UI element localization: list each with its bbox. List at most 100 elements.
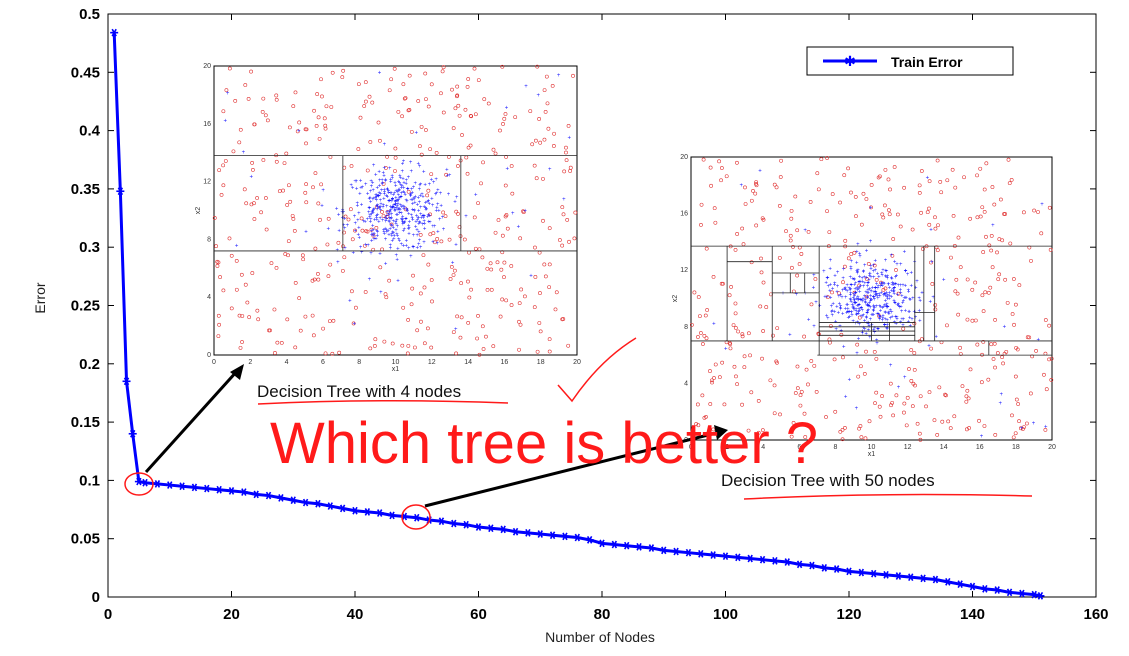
svg-text:+: +	[839, 293, 843, 299]
svg-text:+: +	[895, 273, 899, 279]
svg-text:+: +	[860, 308, 864, 314]
inset-y-tick-label: 8	[207, 236, 211, 243]
svg-text:+: +	[375, 229, 379, 235]
svg-text:+: +	[908, 297, 912, 303]
svg-text:+: +	[920, 291, 924, 297]
svg-text:+: +	[377, 194, 381, 200]
y-tick-label: 0.05	[71, 531, 100, 548]
svg-text:+: +	[390, 198, 394, 204]
svg-text:+: +	[841, 288, 845, 294]
svg-text:+: +	[389, 216, 393, 222]
inset-x-tick-label: 18	[1012, 444, 1020, 451]
data-point	[573, 533, 582, 542]
svg-text:+: +	[884, 294, 888, 300]
svg-text:+: +	[827, 284, 831, 290]
inset-x-tick-label: 16	[976, 444, 984, 451]
svg-text:+: +	[865, 314, 869, 320]
svg-text:+: +	[422, 213, 426, 219]
data-point	[264, 491, 273, 500]
svg-text:+: +	[326, 227, 330, 233]
svg-text:+: +	[893, 286, 897, 292]
svg-text:+: +	[854, 291, 858, 297]
svg-text:+: +	[899, 288, 903, 294]
svg-text:+: +	[874, 293, 878, 299]
svg-text:+: +	[395, 213, 399, 219]
svg-text:+: +	[854, 307, 858, 313]
svg-text:+: +	[910, 283, 914, 289]
svg-text:+: +	[378, 252, 382, 258]
svg-text:+: +	[394, 220, 398, 226]
svg-text:+: +	[857, 337, 861, 343]
svg-text:+: +	[885, 322, 889, 328]
svg-text:+: +	[862, 284, 866, 290]
svg-text:+: +	[867, 290, 871, 296]
svg-text:+: +	[875, 291, 879, 297]
svg-text:+: +	[393, 209, 397, 215]
svg-text:+: +	[903, 249, 907, 255]
svg-text:+: +	[397, 188, 401, 194]
svg-text:+: +	[893, 281, 897, 287]
svg-text:+: +	[343, 216, 347, 222]
svg-text:+: +	[891, 287, 895, 293]
svg-text:+: +	[400, 218, 404, 224]
svg-text:+: +	[374, 196, 378, 202]
svg-text:+: +	[401, 176, 405, 182]
svg-text:+: +	[434, 209, 438, 215]
svg-text:+: +	[399, 203, 403, 209]
svg-text:+: +	[359, 185, 363, 191]
data-point	[449, 519, 458, 528]
svg-text:+: +	[451, 260, 455, 266]
svg-text:+: +	[321, 188, 325, 194]
y-tick-label: 0.2	[79, 356, 100, 373]
svg-text:+: +	[869, 264, 873, 270]
svg-text:+: +	[872, 269, 876, 275]
svg-text:+: +	[453, 199, 457, 205]
svg-text:+: +	[918, 308, 922, 314]
svg-text:+: +	[402, 206, 406, 212]
svg-text:+: +	[397, 198, 401, 204]
svg-text:+: +	[407, 226, 411, 232]
svg-text:+: +	[849, 265, 853, 271]
inset-plot-4-nodes: ++++++++++ +++++++++++++++++++ ++ ++++++ +++…	[195, 63, 581, 373]
svg-text:+: +	[403, 221, 407, 227]
svg-text:+: +	[880, 281, 884, 287]
svg-text:+: +	[794, 292, 798, 298]
svg-text:+: +	[417, 196, 421, 202]
svg-text:+: +	[873, 305, 877, 311]
svg-text:+: +	[382, 228, 386, 234]
svg-text:+: +	[382, 174, 386, 180]
svg-text:+: +	[872, 309, 876, 315]
svg-text:+: +	[844, 295, 848, 301]
svg-text:+: +	[830, 304, 834, 310]
svg-text:+: +	[343, 226, 347, 232]
inset-y-axis-label: x2	[195, 207, 202, 215]
svg-text:+: +	[879, 291, 883, 297]
svg-text:+: +	[401, 215, 405, 221]
svg-text:+: +	[401, 189, 405, 195]
svg-text:+: +	[379, 205, 383, 211]
svg-text:+: +	[389, 208, 393, 214]
svg-text:+: +	[387, 189, 391, 195]
svg-text:+: +	[852, 278, 856, 284]
svg-text:+: +	[385, 194, 389, 200]
svg-text:+: +	[850, 310, 854, 316]
svg-text:+: +	[896, 283, 900, 289]
svg-text:+: +	[391, 206, 395, 212]
svg-text:+: +	[853, 282, 857, 288]
svg-text:+: +	[357, 225, 361, 231]
svg-text:+: +	[882, 281, 886, 287]
svg-text:+: +	[417, 209, 421, 215]
svg-text:+: +	[356, 218, 360, 224]
svg-text:+: +	[424, 200, 428, 206]
svg-text:+: +	[411, 245, 415, 251]
svg-text:+: +	[881, 268, 885, 274]
svg-text:+: +	[855, 313, 859, 319]
data-point	[647, 544, 656, 552]
data-point	[783, 558, 792, 566]
svg-text:+: +	[897, 304, 901, 310]
svg-text:+: +	[829, 296, 833, 302]
svg-text:+: +	[397, 188, 401, 194]
svg-text:+: +	[870, 285, 874, 291]
svg-text:+: +	[376, 230, 380, 236]
svg-text:+: +	[393, 206, 397, 212]
